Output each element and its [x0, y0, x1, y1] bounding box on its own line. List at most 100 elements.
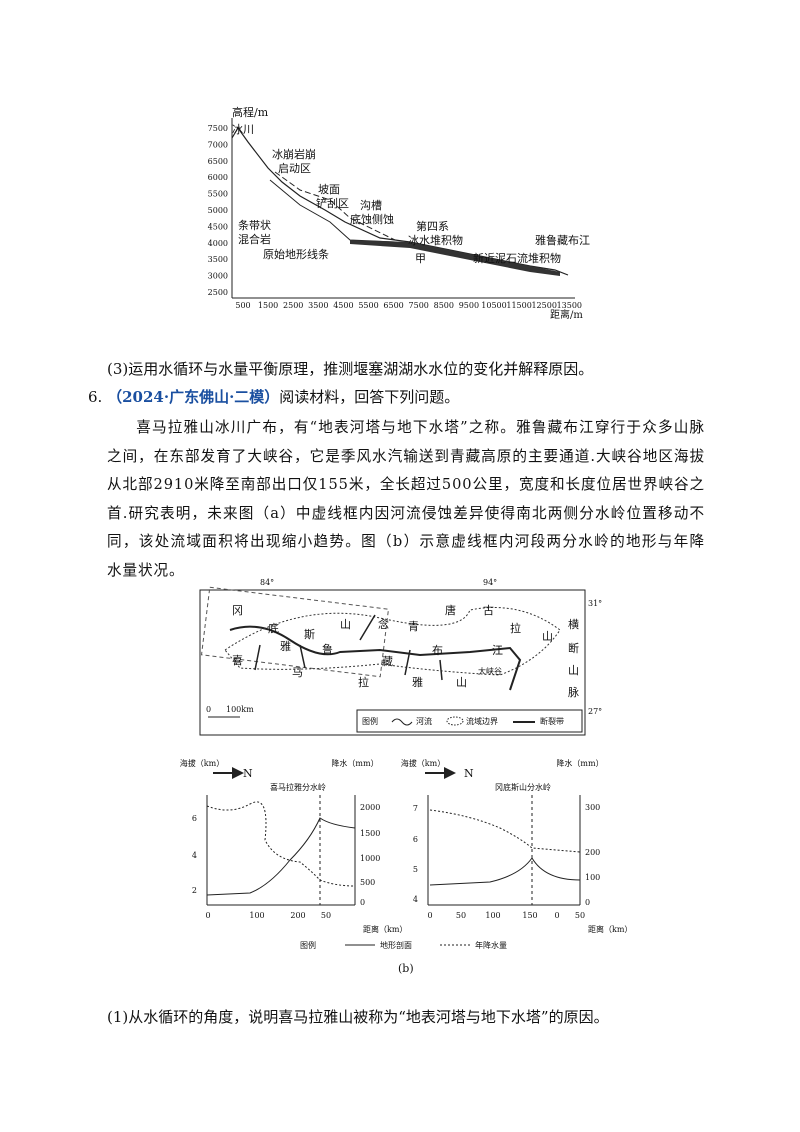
axis-label: 降水（mm）	[556, 758, 603, 768]
x-tick-label: 7500	[409, 301, 429, 310]
y-tick-label: 4000	[208, 239, 228, 248]
axis-label: 距离/m	[550, 308, 583, 321]
y-tick-label: 6	[192, 814, 197, 823]
coord: 27°	[588, 707, 602, 716]
map-label: 冈	[232, 604, 243, 617]
x-tick-label: 13500	[557, 301, 582, 310]
legend: 流域边界	[466, 716, 498, 726]
question: (1)从水循环的角度，说明喜马拉雅山被称为“地表河塔与地下水塔”的原因。	[107, 1008, 609, 1026]
label: 启动区	[278, 162, 311, 175]
map-label: 底	[268, 621, 279, 635]
x-tick-label: 0	[427, 911, 432, 920]
map-label: 斯	[304, 628, 315, 641]
map-figure: 84° 94° 31° 27° 冈 底 斯 山 念 青 唐 古 拉 山 横 断 …	[199, 578, 602, 736]
scale: 0	[206, 705, 211, 714]
y-tick-label: 5000	[208, 206, 228, 215]
source: （2024·广东佛山·二模）	[107, 388, 280, 406]
y-tick-label: 4500	[208, 222, 228, 231]
map-label: 雅	[280, 639, 291, 653]
y-tick-label: 4	[192, 851, 197, 860]
legend: 断裂带	[540, 716, 564, 726]
y2-tick-label: 0	[585, 898, 590, 907]
y2-tick-label: 500	[360, 878, 375, 887]
x-tick-label: 9500	[459, 301, 479, 310]
label: 冰崩岩崩	[272, 147, 316, 161]
y-tick-label: 5	[413, 865, 418, 874]
map-label: 雅	[412, 675, 423, 689]
x-tick-label: 500	[235, 301, 250, 310]
legend: 地形剖面	[380, 940, 412, 950]
x-tick-label: 5500	[358, 301, 378, 310]
map-label: 山	[340, 618, 351, 631]
map-label: 江	[492, 644, 503, 657]
label: 坡面	[318, 183, 340, 196]
x-tick-label: 6500	[383, 301, 403, 310]
y-tick-label: 7000	[208, 140, 228, 149]
divide-label: 喜马拉雅分水岭	[270, 782, 326, 792]
map-label: 藏	[382, 655, 393, 668]
y-tick-label: 2500	[208, 288, 228, 297]
y-tick-label: 7500	[208, 124, 228, 133]
x-tick-label: 12500	[531, 301, 556, 310]
coord: 94°	[483, 578, 497, 587]
label: 混合岩	[238, 232, 271, 246]
scale: 100km	[226, 705, 254, 714]
label: 底蚀侧蚀	[350, 212, 394, 226]
label: 雅鲁藏布江	[535, 233, 590, 247]
map-label: 横	[568, 617, 579, 631]
map-label: 山	[542, 630, 553, 643]
profile-figure: 高程/m 7500 7000 6500 6000 5500 5000 4500 4000 350…	[208, 105, 590, 321]
map-label: 大峡谷	[478, 666, 502, 676]
map-label: 拉	[358, 675, 369, 689]
legend: 年降水量	[475, 940, 507, 950]
map-label: 拉	[510, 621, 521, 635]
legend: 河流	[416, 716, 432, 726]
y-tick-label: 5500	[208, 190, 228, 199]
material: 喜马拉雅山冰川广布，有“地表河塔与地下水塔”之称。雅鲁藏布江穿行于众多山脉之间，…	[107, 419, 705, 579]
north: N	[243, 767, 253, 780]
legend: 图例	[362, 716, 378, 726]
y-tick-label: 3500	[208, 255, 228, 264]
map-label: 念	[378, 617, 389, 631]
x-tick-label: 100	[249, 911, 264, 920]
label: 条带状	[238, 218, 271, 232]
y-tick-label: 6000	[208, 173, 228, 182]
label: 冰水堆积物	[408, 233, 463, 247]
map-label: 断	[568, 641, 579, 655]
map-label: 马	[292, 666, 303, 679]
y2-tick-label: 200	[585, 848, 600, 857]
map-label: 山	[456, 676, 467, 689]
y2-tick-label: 100	[585, 873, 600, 882]
axis-label: 降水（mm）	[331, 758, 378, 768]
x-tick-label: 0	[554, 911, 559, 920]
label: 沟槽	[360, 199, 382, 212]
axis-label: 距离（km）	[588, 924, 632, 934]
x-tick-label: 8500	[434, 301, 454, 310]
charts-b: 图例 地形剖面 年降水量 (b) 海拔（km） 降水（mm） N 喜马拉雅分水岭 6 4 2…	[180, 758, 633, 975]
axis-label: 海拔（km）	[180, 758, 224, 768]
axis-label: 海拔（km）	[401, 758, 445, 768]
y2-tick-label: 300	[585, 803, 600, 812]
y2-tick-label: 2000	[360, 803, 380, 812]
x-tick-label: 1500	[258, 301, 278, 310]
map-label: 脉	[568, 685, 579, 699]
label: 原始地形线条	[263, 247, 329, 261]
x-tick-label: 50	[321, 911, 331, 920]
question: (3)运用水循环与水量平衡原理，推测堰塞湖湖水水位的变化并解释原因。	[107, 360, 594, 378]
map-label: 唐	[445, 603, 456, 617]
map-label: 青	[408, 620, 419, 633]
map-label: 山	[568, 664, 579, 677]
label: 冰川	[232, 123, 254, 136]
y-tick-label: 4	[413, 895, 418, 904]
divide-label: 冈底斯山分水岭	[495, 782, 551, 792]
y-tick-label: 2	[192, 886, 197, 895]
number: 6.	[88, 388, 103, 406]
axis-label: 高程/m	[232, 105, 269, 119]
prompt: 阅读材料，回答下列问题。	[279, 388, 460, 406]
x-tick-label: 11500	[506, 301, 531, 310]
y2-tick-label: 0	[360, 898, 365, 907]
map-label: 喜	[232, 654, 243, 667]
coord: 31°	[588, 599, 602, 608]
